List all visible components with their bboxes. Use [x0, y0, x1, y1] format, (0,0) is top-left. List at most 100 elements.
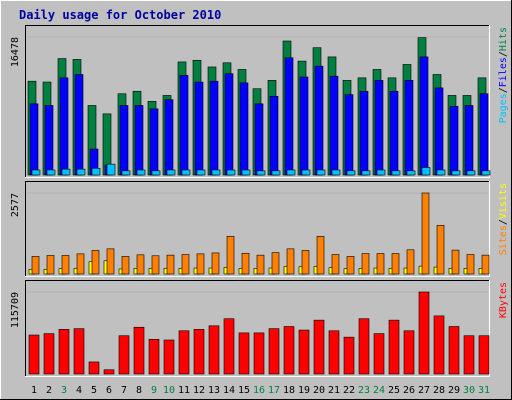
hits-files-pages-legend: Pages/Files/Hits — [498, 27, 509, 123]
sites-bar-20 — [316, 235, 325, 275]
pages-bar-2 — [46, 169, 56, 176]
day-label-5: 5 — [91, 385, 97, 396]
kbytes-bar-2 — [43, 333, 55, 375]
sites-bar-10 — [166, 254, 175, 275]
sites-bar-16 — [256, 254, 265, 275]
pages-bar-22 — [346, 170, 356, 176]
day-label-16: 16 — [253, 385, 265, 396]
kbytes-bar-9 — [148, 338, 160, 375]
sites-bar-11 — [181, 254, 190, 275]
sites-bar-1 — [31, 256, 40, 275]
files-bar-31 — [479, 93, 489, 176]
day-label-14: 14 — [223, 385, 235, 396]
files-bar-22 — [344, 94, 354, 176]
pages-bar-16 — [256, 170, 266, 176]
kbytes-bar-10 — [163, 339, 175, 375]
kbytes-bar-15 — [238, 332, 250, 375]
kbytes-bar-7 — [118, 335, 130, 375]
pages-bar-15 — [241, 169, 251, 176]
pages-bar-17 — [271, 170, 281, 176]
day-label-29: 29 — [448, 385, 460, 396]
sites-bar-30 — [466, 254, 475, 275]
kbytes-bar-19 — [298, 329, 310, 375]
sites-bar-31 — [481, 254, 490, 275]
day-label-21: 21 — [328, 385, 340, 396]
sites-bar-23 — [361, 253, 370, 275]
pages-bar-8 — [136, 169, 146, 176]
chart-title: Daily usage for October 2010 — [19, 8, 221, 22]
sites-bar-24 — [376, 253, 385, 275]
sites-bar-18 — [286, 248, 295, 275]
day-label-7: 7 — [121, 385, 127, 396]
pages-bar-7 — [121, 170, 131, 176]
kbytes-legend: KBytes — [498, 282, 509, 318]
kbytes-bar-24 — [373, 333, 385, 375]
kbytes-bar-1 — [28, 334, 40, 375]
pages-bar-21 — [331, 169, 341, 176]
hits-files-pages-ymax-label: 16478 — [10, 37, 21, 67]
day-label-24: 24 — [373, 385, 385, 396]
day-label-8: 8 — [136, 385, 142, 396]
sites-bar-8 — [136, 254, 145, 275]
kbytes-bar-21 — [328, 330, 340, 375]
pages-bar-24 — [376, 169, 386, 176]
day-label-13: 13 — [208, 385, 220, 396]
day-label-18: 18 — [283, 385, 295, 396]
day-label-15: 15 — [238, 385, 250, 396]
files-bar-26 — [404, 80, 414, 176]
legend-visits: Visits — [498, 183, 509, 219]
pages-bar-25 — [391, 170, 401, 176]
sites-bar-2 — [46, 255, 55, 275]
day-label-23: 23 — [358, 385, 370, 396]
kbytes-bar-23 — [358, 318, 370, 375]
files-bar-27 — [419, 56, 429, 176]
files-bar-17 — [269, 95, 279, 176]
visits-sites-legend: Sites/Visits — [498, 183, 509, 255]
pages-bar-1 — [31, 169, 41, 176]
day-label-10: 10 — [163, 385, 175, 396]
files-bar-1 — [29, 103, 39, 176]
files-bar-3 — [59, 77, 69, 176]
legend-sites: Sites — [498, 225, 509, 255]
legend-kbytes: KBytes — [498, 282, 509, 318]
pages-bar-23 — [361, 170, 371, 176]
pages-bar-3 — [61, 168, 71, 176]
sites-bar-17 — [271, 252, 280, 275]
files-bar-18 — [284, 57, 294, 176]
pages-bar-5 — [91, 168, 101, 176]
kbytes-bar-8 — [133, 326, 145, 375]
pages-bar-4 — [76, 168, 86, 176]
files-bar-10 — [164, 99, 174, 176]
legend-separator: / — [498, 87, 509, 93]
kbytes-bar-16 — [253, 332, 265, 375]
day-label-9: 9 — [151, 385, 157, 396]
day-label-1: 1 — [31, 385, 37, 396]
day-label-22: 22 — [343, 385, 355, 396]
kbytes-bar-12 — [193, 329, 205, 375]
kbytes-bar-27 — [418, 291, 430, 375]
day-label-26: 26 — [403, 385, 415, 396]
sites-bar-3 — [61, 255, 70, 275]
sites-bar-27 — [421, 192, 430, 275]
sites-bar-4 — [76, 253, 85, 275]
files-bar-7 — [119, 105, 129, 176]
sites-bar-26 — [406, 249, 415, 275]
day-label-17: 17 — [268, 385, 280, 396]
sites-bar-14 — [226, 235, 235, 275]
pages-bar-14 — [226, 169, 236, 176]
visits-sites-panel: 2577 Sites/Visits — [10, 181, 509, 277]
sites-bar-28 — [436, 224, 445, 275]
files-bar-15 — [239, 82, 249, 176]
pages-bar-10 — [166, 169, 176, 176]
legend-hits: Hits — [498, 27, 509, 51]
files-bar-23 — [359, 90, 369, 176]
sites-bar-22 — [346, 256, 355, 275]
kbytes-bar-25 — [388, 319, 400, 375]
pages-bar-11 — [181, 169, 191, 176]
sites-bar-13 — [211, 252, 220, 275]
kbytes-ymax-label: 115709 — [10, 292, 21, 328]
pages-bar-9 — [151, 170, 161, 176]
files-bar-19 — [299, 76, 309, 176]
x-axis-day-labels: 1 2 3 4 5 6 7 8 9 10 11 12 13 14 15 16 17 18 19 20 21 22 23 24 2… — [31, 385, 490, 396]
